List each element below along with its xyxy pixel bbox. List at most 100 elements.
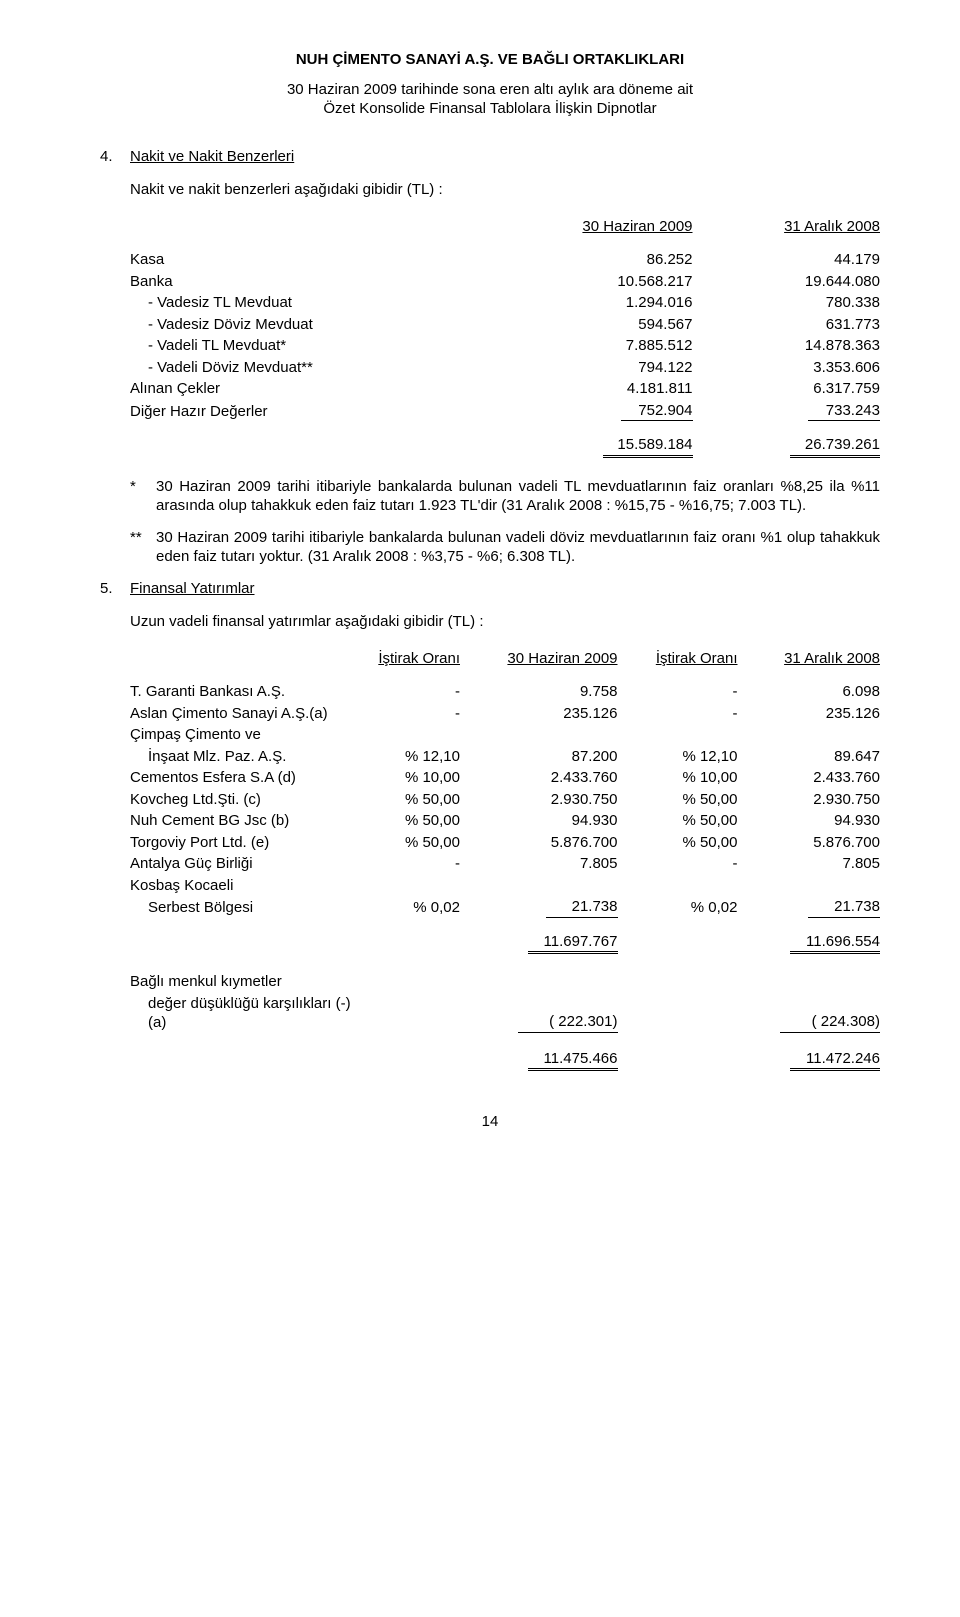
section-4-intro: Nakit ve nakit benzerleri aşağıdaki gibi… (130, 180, 880, 200)
inv-row-o2: % 12,10 (633, 746, 738, 768)
inv-row: Çimpaş Çimento ve (130, 724, 880, 746)
doc-subtitle: 30 Haziran 2009 tarihinde sona eren altı… (100, 80, 880, 119)
cash-row-label: Banka (130, 271, 475, 293)
section-5-title: Finansal Yatırımlar (130, 579, 255, 599)
section-5-heading: 5. Finansal Yatırımlar (100, 579, 880, 599)
inv-row-v1: 21.738 (475, 896, 618, 919)
impairment-v1: ( 222.301) (518, 1012, 618, 1033)
cash-row-label: - Vadesiz TL Mevduat (130, 292, 475, 314)
inv-row-v2: 2.433.760 (753, 767, 881, 789)
company-name: NUH ÇİMENTO SANAYİ A.Ş. VE BAĞLI ORTAKLI… (100, 50, 880, 70)
cash-row: Diğer Hazır Değerler752.904733.243 (130, 400, 880, 423)
cash-row-v1: 1.294.016 (505, 292, 693, 314)
inv-row-v1: 5.876.700 (475, 832, 618, 854)
inv-row: Cementos Esfera S.A (d)% 10,002.433.760%… (130, 767, 880, 789)
inv-row-name: T. Garanti Bankası A.Ş. (130, 681, 355, 703)
inv-row-v2: 94.930 (753, 810, 881, 832)
cash-row: Banka 10.568.217 19.644.080 (130, 271, 880, 293)
impairment-v2: ( 224.308) (780, 1012, 880, 1033)
inv-row-name: İnşaat Mlz. Paz. A.Ş. (130, 746, 355, 768)
inv-grand-2: 11.472.246 (790, 1049, 880, 1072)
inv-row-name: Antalya Güç Birliği (130, 853, 355, 875)
inv-row-v1: 2.930.750 (475, 789, 618, 811)
section-5-intro: Uzun vadeli finansal yatırımlar aşağıdak… (130, 612, 880, 632)
cash-row-v1: 752.904 (505, 400, 693, 423)
inv-row-o2: % 10,00 (633, 767, 738, 789)
investments-table: İştirak Oranı 30 Haziran 2009 İştirak Or… (130, 648, 880, 1073)
inv-row-v2 (753, 875, 881, 897)
cash-row-v2: 14.878.363 (723, 335, 881, 357)
inv-row-v2: 7.805 (753, 853, 881, 875)
cash-row-v1: 4.181.811 (505, 378, 693, 400)
inv-row-v1: 7.805 (475, 853, 618, 875)
cash-row-v2: 6.317.759 (723, 378, 881, 400)
cash-row: Alınan Çekler4.181.8116.317.759 (130, 378, 880, 400)
inv-row-o2: % 50,00 (633, 832, 738, 854)
section-4-heading: 4. Nakit ve Nakit Benzerleri (100, 147, 880, 167)
inv-row-o2 (633, 875, 738, 897)
subtitle-line2: Özet Konsolide Finansal Tablolara İlişki… (323, 100, 656, 117)
inv-row-name: Serbest Bölgesi (130, 896, 355, 919)
inv-row-o2 (633, 724, 738, 746)
subtitle-line1: 30 Haziran 2009 tarihinde sona eren altı… (287, 81, 693, 98)
cash-row-v1: 794.122 (505, 357, 693, 379)
inv-row: T. Garanti Bankası A.Ş.-9.758-6.098 (130, 681, 880, 703)
section-4-title: Nakit ve Nakit Benzerleri (130, 147, 294, 167)
inv-row: Aslan Çimento Sanayi A.Ş.(a)-235.126-235… (130, 703, 880, 725)
cash-row-v2: 3.353.606 (723, 357, 881, 379)
inv-row: Nuh Cement BG Jsc (b)% 50,0094.930% 50,0… (130, 810, 880, 832)
impairment-line1: Bağlı menkul kıymetler (130, 971, 880, 993)
footnote-1-text: 30 Haziran 2009 tarihi itibariyle bankal… (156, 477, 880, 516)
cash-row-v1: 86.252 (505, 249, 693, 271)
section-4-number: 4. (100, 147, 130, 167)
cash-total-1: 15.589.184 (603, 435, 693, 458)
inv-grand-1: 11.475.466 (528, 1049, 618, 1072)
cash-row-label: Kasa (130, 249, 475, 271)
inv-row-v1 (475, 875, 618, 897)
cash-row-v2: 631.773 (723, 314, 881, 336)
cash-row-v1: 10.568.217 (505, 271, 693, 293)
page-number: 14 (100, 1112, 880, 1132)
inv-row-o1: - (355, 681, 460, 703)
inv-row-o1: % 50,00 (355, 789, 460, 811)
inv-row-o1 (355, 724, 460, 746)
cash-col1-header: 30 Haziran 2009 (505, 216, 693, 238)
inv-subtotal-1: 11.697.767 (528, 932, 618, 955)
inv-row-name: Torgoviy Port Ltd. (e) (130, 832, 355, 854)
cash-row-label: - Vadeli Döviz Mevduat** (130, 357, 475, 379)
inv-row-o1 (355, 875, 460, 897)
footnote-1: * 30 Haziran 2009 tarihi itibariyle bank… (130, 477, 880, 516)
cash-row-v2: 19.644.080 (723, 271, 881, 293)
inv-row-v2: 235.126 (753, 703, 881, 725)
footnote-1-mark: * (130, 477, 156, 516)
cash-total-2: 26.739.261 (790, 435, 880, 458)
inv-row-o2: % 50,00 (633, 789, 738, 811)
inv-subtotal-2: 11.696.554 (790, 932, 880, 955)
inv-row-name: Kovcheg Ltd.Şti. (c) (130, 789, 355, 811)
inv-row-v1 (475, 724, 618, 746)
inv-row-o1: - (355, 703, 460, 725)
cash-table: 30 Haziran 2009 31 Aralık 2008 Kasa 86.25… (130, 216, 880, 459)
inv-row-v2: 2.930.750 (753, 789, 881, 811)
cash-row-label: Diğer Hazır Değerler (130, 400, 475, 423)
inv-row-o1: % 50,00 (355, 810, 460, 832)
cash-col2-header: 31 Aralık 2008 (723, 216, 881, 238)
inv-h-v2: 31 Aralık 2008 (753, 648, 881, 670)
inv-h-o2: İştirak Oranı (633, 648, 738, 670)
inv-row: Torgoviy Port Ltd. (e)% 50,005.876.700% … (130, 832, 880, 854)
inv-h-v1: 30 Haziran 2009 (475, 648, 618, 670)
inv-row-v2: 89.647 (753, 746, 881, 768)
cash-row: - Vadesiz TL Mevduat1.294.016780.338 (130, 292, 880, 314)
inv-row-v1: 87.200 (475, 746, 618, 768)
cash-row-label: - Vadesiz Döviz Mevduat (130, 314, 475, 336)
inv-row-o1: % 50,00 (355, 832, 460, 854)
inv-row: Kosbaş Kocaeli (130, 875, 880, 897)
cash-row-v1: 594.567 (505, 314, 693, 336)
inv-row-o1: - (355, 853, 460, 875)
cash-row-v1: 7.885.512 (505, 335, 693, 357)
inv-row: Antalya Güç Birliği-7.805-7.805 (130, 853, 880, 875)
inv-row-v1: 235.126 (475, 703, 618, 725)
impairment-line2: değer düşüklüğü karşılıkları (-) (a) (130, 993, 355, 1034)
footnote-2: ** 30 Haziran 2009 tarihi itibariyle ban… (130, 528, 880, 567)
cash-row: Kasa86.25244.179 (130, 249, 880, 271)
